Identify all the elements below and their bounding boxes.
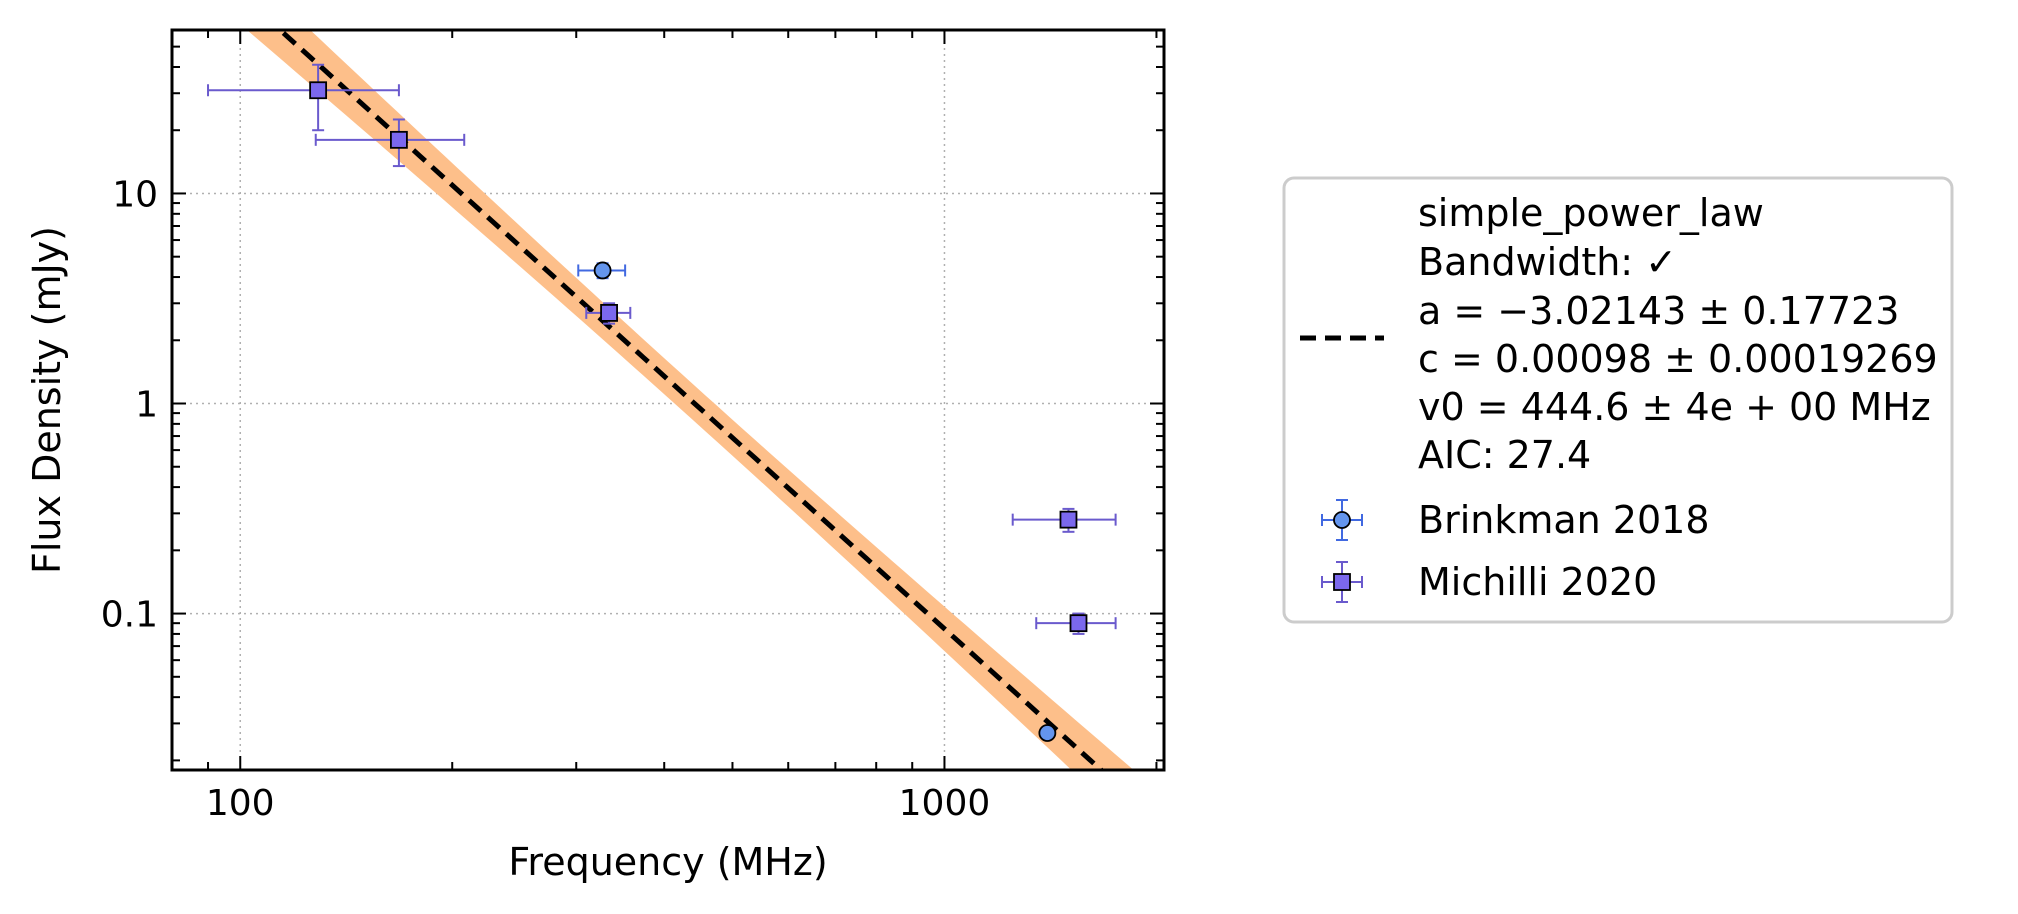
legend-label-brinkman: Brinkman 2018	[1418, 498, 1710, 542]
ticks	[171, 29, 1164, 770]
data-point	[577, 261, 627, 280]
data-point	[1011, 507, 1117, 533]
data-point	[1035, 612, 1117, 635]
x-tick-label: 100	[206, 783, 275, 824]
legend-fit-line-2: Bandwidth: ✓	[1418, 240, 1677, 284]
legend-label-michilli: Michilli 2020	[1418, 560, 1657, 604]
marker-square	[1059, 510, 1078, 529]
data-point	[1038, 724, 1057, 742]
legend-box	[1282, 176, 1954, 624]
tick-labels: 100 1000 0.1 1 10	[101, 174, 991, 824]
marker-circle	[593, 261, 612, 280]
legend-fit-line-6: AIC: 27.4	[1418, 433, 1591, 477]
legend-fit-line-3: a = −3.02143 ± 0.17723	[1418, 289, 1899, 333]
y-tick-label: 1	[135, 385, 158, 426]
fit-line	[276, 30, 1105, 770]
marker-circle	[1038, 724, 1057, 742]
fit-uncertainty-band	[246, 30, 1134, 770]
marker-square	[390, 130, 408, 149]
fit	[246, 30, 1134, 770]
data-points	[207, 63, 1117, 742]
legend-marker-michilli	[1321, 561, 1363, 603]
x-tick-label: 1000	[899, 783, 991, 824]
plot-frame	[170, 28, 1166, 772]
y-tick-label: 10	[112, 174, 158, 215]
y-axis-label: Flux Density (mJy)	[25, 226, 69, 574]
marker-square	[600, 304, 618, 322]
legend-fit-line-1: simple_power_law	[1418, 191, 1764, 235]
marker-square	[1069, 614, 1088, 633]
legend-fit-line-5: v0 = 444.6 ± 4e + 00 MHz	[1418, 385, 1931, 429]
x-axis-label: Frequency (MHz)	[508, 840, 827, 884]
data-point	[207, 63, 400, 132]
y-tick-label: 0.1	[101, 595, 158, 636]
legend-marker-brinkman	[1321, 499, 1363, 541]
marker-square	[309, 81, 328, 100]
data-point	[585, 302, 632, 325]
data-point	[314, 118, 466, 168]
legend: simple_power_law Bandwidth: ✓ a = −3.021…	[1282, 176, 1954, 624]
legend-fit-line-4: c = 0.00098 ± 0.00019269	[1418, 337, 1938, 381]
